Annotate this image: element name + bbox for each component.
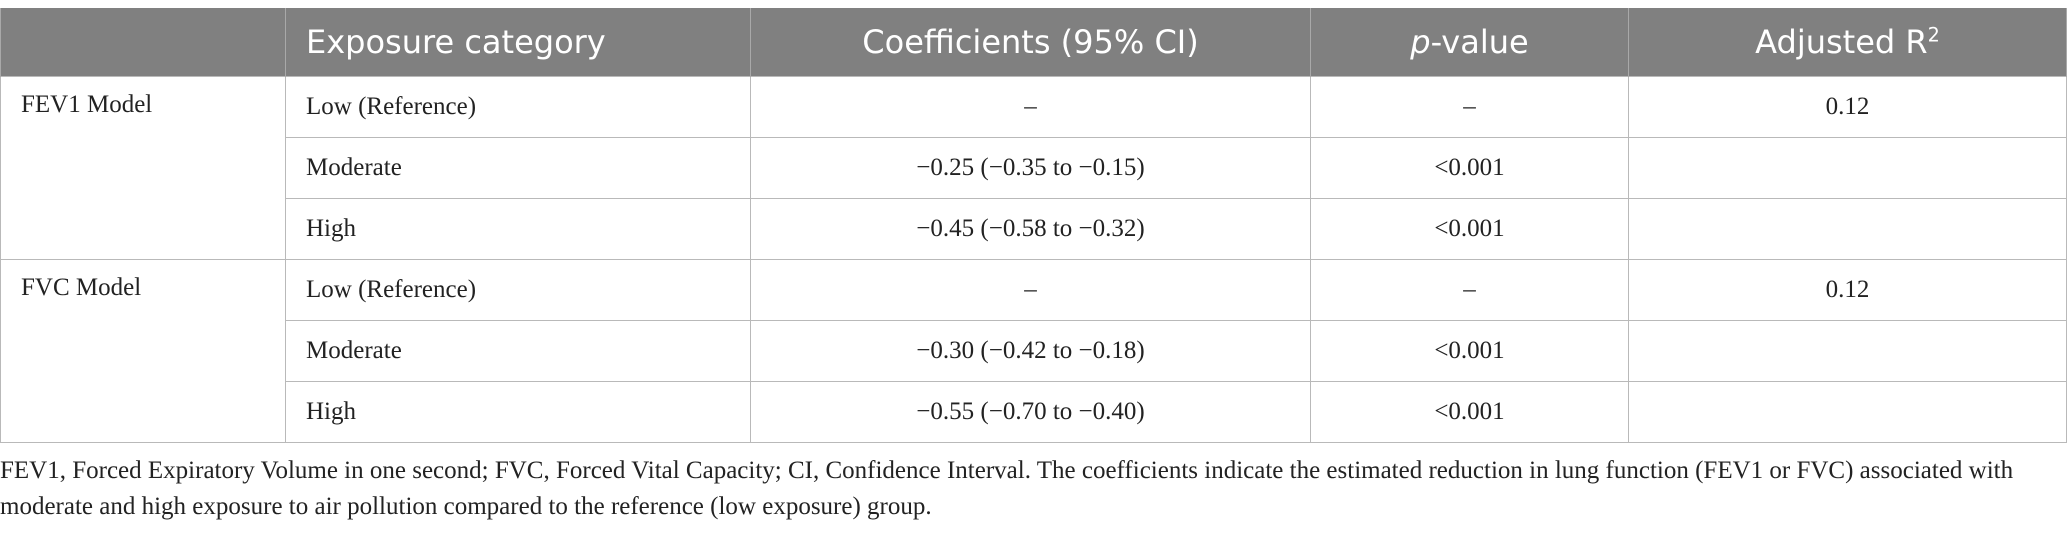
exposure-cell: Low (Reference): [285, 258, 751, 321]
coefficient-cell: –: [750, 258, 1311, 321]
adjusted-r2-cell: [1628, 136, 2067, 199]
header-p-value: p-value: [1310, 8, 1629, 76]
table-row: High −0.55 (−0.70 to −0.40) <0.001: [1, 380, 2067, 443]
header-adjusted-r2: Adjusted R2: [1628, 8, 2067, 76]
exposure-cell: High: [285, 197, 751, 260]
header-adjusted-r-superscript: 2: [1927, 23, 1940, 47]
header-exposure-category: Exposure category: [285, 8, 751, 76]
adjusted-r2-cell: [1628, 319, 2067, 382]
table-header: Exposure category Coefficients (95% CI) …: [0, 8, 2067, 76]
table-container: Exposure category Coefficients (95% CI) …: [0, 8, 2067, 443]
group-label-fev1: FEV1 Model: [0, 75, 286, 260]
p-value-cell: –: [1310, 75, 1629, 138]
p-value-cell: <0.001: [1310, 319, 1629, 382]
header-coefficients: Coefficients (95% CI): [750, 8, 1311, 76]
group-label-fvc: FVC Model: [0, 258, 286, 443]
header-adjusted-r-text: Adjusted R: [1755, 22, 1928, 61]
p-value-cell: <0.001: [1310, 197, 1629, 260]
coefficient-cell: −0.30 (−0.42 to −0.18): [750, 319, 1311, 382]
exposure-cell: Moderate: [285, 319, 751, 382]
table-row: High −0.45 (−0.58 to −0.32) <0.001: [1, 197, 2067, 260]
coefficient-cell: −0.55 (−0.70 to −0.40): [750, 380, 1311, 443]
table-footnote: FEV1, Forced Expiratory Volume in one se…: [0, 457, 2014, 520]
adjusted-r2-cell: 0.12: [1628, 258, 2067, 321]
exposure-cell: High: [285, 380, 751, 443]
table-row: Moderate −0.25 (−0.35 to −0.15) <0.001: [1, 136, 2067, 199]
header-p-value-italic: p: [1410, 22, 1431, 61]
table-row: FEV1 Model Low (Reference) – – 0.12: [0, 75, 2067, 260]
header-row: Exposure category Coefficients (95% CI) …: [0, 8, 2067, 76]
p-value-cell: <0.001: [1310, 136, 1629, 199]
table-body: FEV1 Model Low (Reference) – – 0.12 Mode…: [0, 75, 2067, 443]
header-group: [0, 8, 286, 76]
exposure-cell: Low (Reference): [285, 75, 751, 138]
coefficient-cell: −0.25 (−0.35 to −0.15): [750, 136, 1311, 199]
p-value-cell: –: [1310, 258, 1629, 321]
table-row: FVC Model Low (Reference) – – 0.12: [0, 258, 2067, 443]
table-row: Moderate −0.30 (−0.42 to −0.18) <0.001: [1, 319, 2067, 382]
exposure-cell: Moderate: [285, 136, 751, 199]
p-value-cell: <0.001: [1310, 380, 1629, 443]
coefficient-cell: −0.45 (−0.58 to −0.32): [750, 197, 1311, 260]
header-p-value-rest: -value: [1430, 22, 1529, 61]
coefficient-cell: –: [750, 75, 1311, 138]
adjusted-r2-cell: [1628, 380, 2067, 443]
adjusted-r2-cell: [1628, 197, 2067, 260]
regression-table: Exposure category Coefficients (95% CI) …: [0, 8, 2067, 443]
adjusted-r2-cell: 0.12: [1628, 75, 2067, 138]
